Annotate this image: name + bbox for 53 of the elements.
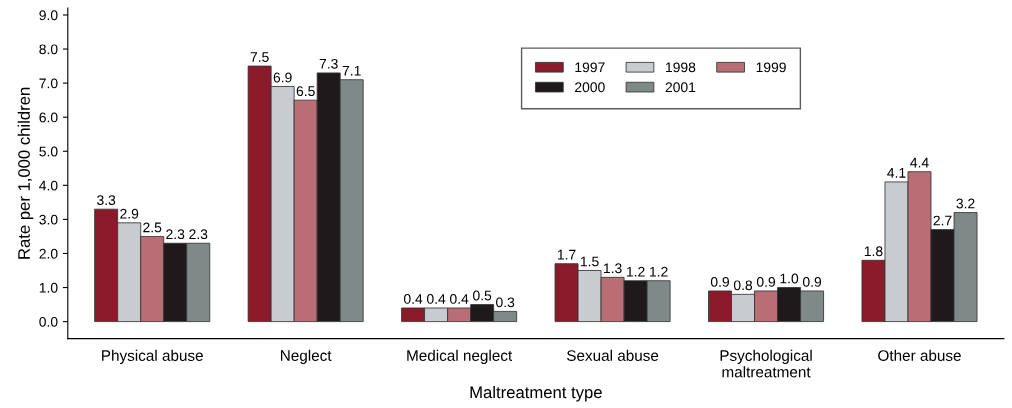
- y-tick-label: 0.0: [39, 316, 58, 327]
- data-label: 1.8: [864, 246, 883, 257]
- data-label: 0.9: [710, 276, 729, 287]
- legend-label: 1999: [756, 62, 786, 73]
- data-label: 2.3: [166, 229, 185, 240]
- legend-label: 2001: [665, 82, 696, 93]
- data-label: 0.4: [403, 294, 423, 304]
- data-label: 0.3: [496, 297, 515, 308]
- data-label: 7.3: [319, 58, 338, 69]
- x-tick-label: Medical neglect: [407, 349, 513, 364]
- data-label: 2.7: [933, 215, 952, 226]
- data-label: 7.5: [250, 52, 269, 62]
- x-tick-label: Neglect: [281, 349, 332, 364]
- y-tick-label: 6.0: [39, 112, 58, 123]
- data-label: 6.5: [296, 86, 315, 97]
- data-label: 0.9: [802, 276, 822, 287]
- data-label: 0.9: [756, 276, 776, 287]
- data-label: 1.7: [557, 249, 576, 260]
- data-label: 0.5: [473, 290, 492, 301]
- data-label: 2.3: [189, 229, 208, 240]
- data-label: 1.2: [627, 266, 645, 277]
- data-label: 0.4: [427, 294, 446, 304]
- data-label: 3.3: [97, 195, 116, 206]
- data-label: 1.5: [580, 256, 599, 267]
- y-tick-label: 3.0: [39, 214, 58, 225]
- data-label: 2.9: [120, 208, 139, 219]
- y-tick-label: 8.0: [39, 44, 58, 55]
- data-label: 7.1: [342, 65, 361, 76]
- legend-label: 2000: [575, 82, 605, 93]
- data-label: 0.8: [733, 280, 753, 291]
- legend-label: 1997: [575, 62, 605, 73]
- data-label: 0.4: [450, 294, 469, 304]
- x-tick-label: Physical abuse: [102, 349, 203, 364]
- y-tick-label: 5.0: [39, 146, 58, 157]
- x-axis-title: Maltreatment type: [470, 386, 602, 402]
- x-tick-label: Other abuse: [878, 349, 961, 361]
- y-tick-label: 1.0: [39, 282, 58, 293]
- data-label: 4.4: [910, 157, 929, 168]
- y-tick-label: 7.0: [39, 78, 58, 89]
- data-label: 2.5: [143, 222, 162, 233]
- x-tick-label: Sexual abuse: [566, 349, 659, 361]
- y-tick-label: 9.0: [39, 10, 58, 21]
- x-tick-label: Psychological maltreatment: [720, 349, 812, 378]
- y-tick-label: 4.0: [39, 180, 58, 191]
- data-label: 3.2: [956, 198, 975, 209]
- data-label: 1.2: [650, 266, 668, 277]
- data-label: 6.9: [273, 72, 292, 83]
- data-label: 4.1: [887, 168, 906, 178]
- data-label: 1.3: [603, 263, 622, 274]
- y-tick-label: 2.0: [39, 248, 58, 259]
- legend-label: 1998: [666, 62, 696, 73]
- y-axis-title: Rate per 1,000 children: [17, 87, 34, 259]
- data-label: 1.0: [780, 273, 799, 284]
